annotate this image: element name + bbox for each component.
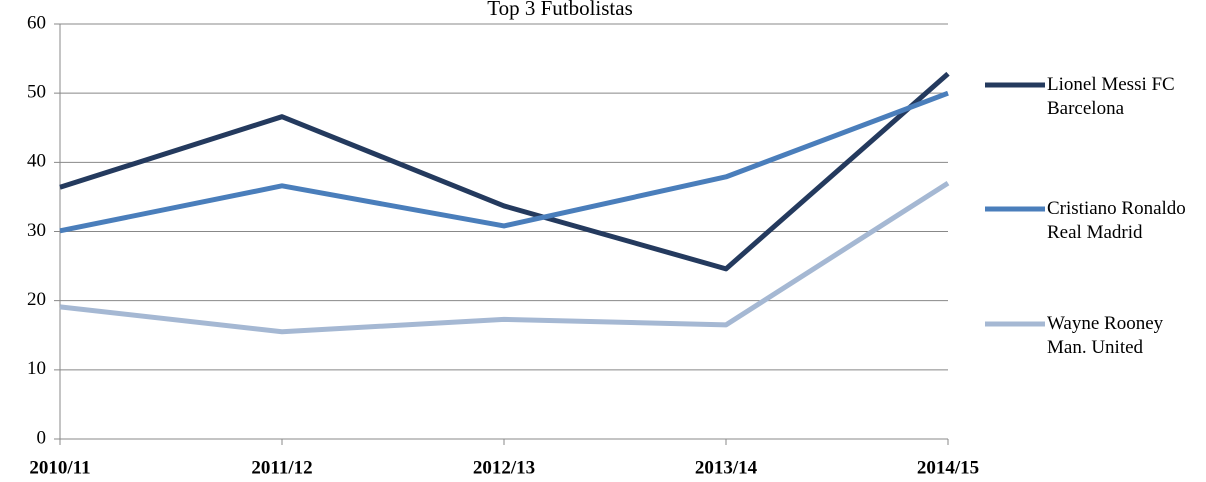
y-tick-label: 60 <box>27 12 46 33</box>
x-tick-label: 2013/14 <box>695 457 758 478</box>
legend-label: Lionel Messi FC Barcelona <box>1047 74 1175 119</box>
legend-entry: Cristiano Ronaldo Real Madrid <box>1047 198 1186 243</box>
legend-entry: Lionel Messi FC Barcelona <box>1047 74 1175 119</box>
series-line <box>59 180 950 335</box>
y-tick-label: 30 <box>27 220 46 241</box>
x-tick-label: 2014/15 <box>917 457 979 478</box>
y-tick-label: 0 <box>37 427 47 448</box>
chart-title: Top 3 Futbolistas <box>487 0 633 20</box>
legend-label: Wayne Rooney Man. United <box>1047 313 1164 358</box>
y-tick-label: 40 <box>27 151 46 172</box>
x-tick-label: 2010/11 <box>29 457 90 478</box>
y-tick-label: 50 <box>27 82 46 103</box>
x-tick-label: 2011/12 <box>251 457 312 478</box>
series-line <box>59 90 949 234</box>
legend-label: Cristiano Ronaldo Real Madrid <box>1047 198 1186 243</box>
x-tick-label: 2012/13 <box>473 457 535 478</box>
legend-entry: Wayne Rooney Man. United <box>1047 313 1164 358</box>
y-tick-label: 10 <box>27 358 46 379</box>
y-tick-label: 20 <box>27 289 46 310</box>
series-line <box>59 71 950 272</box>
